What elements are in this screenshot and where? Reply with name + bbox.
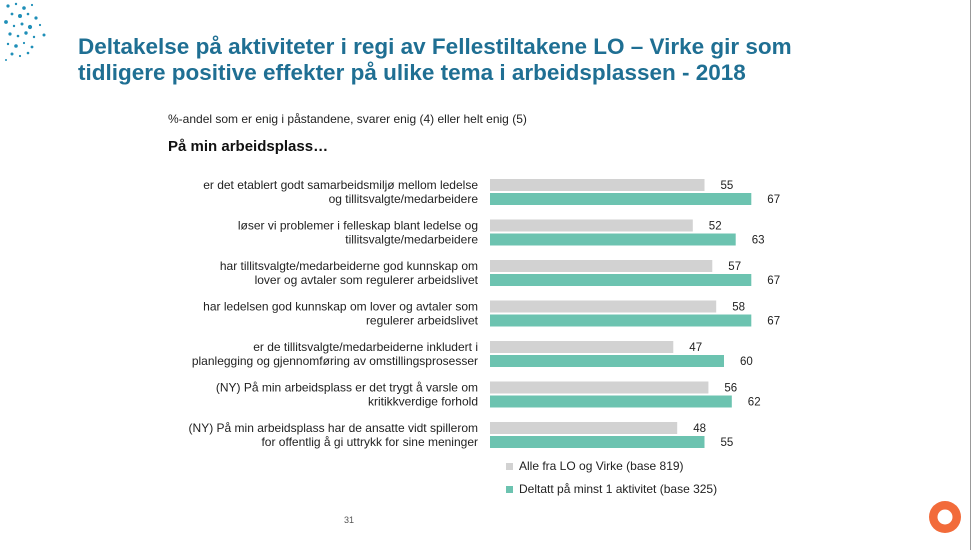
data-label: 55 xyxy=(721,437,734,449)
data-label: 67 xyxy=(767,275,780,287)
bar xyxy=(490,300,717,313)
brand-ring-logo xyxy=(929,501,961,533)
category-label: har ledelsen god kunnskap om lover og av… xyxy=(203,300,478,328)
category-label-line: har ledelsen god kunnskap om lover og av… xyxy=(203,300,478,314)
bar xyxy=(490,395,732,408)
category-label-line: (NY) På min arbeidsplass har de ansatte … xyxy=(189,421,478,435)
data-label: 63 xyxy=(752,235,765,247)
page-title: Deltakelse på aktiviteter i regi av Fell… xyxy=(78,34,938,86)
bar xyxy=(490,233,736,246)
bar xyxy=(490,355,724,367)
group-heading: På min arbeidsplass… xyxy=(168,138,329,155)
data-label: 47 xyxy=(689,342,702,354)
bar xyxy=(490,436,705,448)
bar xyxy=(490,179,705,191)
category-label: er det etablert godt samarbeidsmiljø mel… xyxy=(203,178,478,206)
bar xyxy=(490,219,693,232)
category-label-line: (NY) På min arbeidsplass er det trygt å … xyxy=(216,381,478,395)
legend-label: Alle fra LO og Virke (base 819) xyxy=(519,459,684,473)
data-label: 52 xyxy=(709,221,722,233)
category-label: (NY) På min arbeidsplass har de ansatte … xyxy=(189,421,478,449)
legend-swatch xyxy=(506,486,513,493)
bar xyxy=(490,422,678,434)
slide-edge-divider xyxy=(970,0,971,550)
category-label-line: kritikkverdige forhold xyxy=(368,395,478,409)
category-label-line: er de tillitsvalgte/medarbeiderne inklud… xyxy=(253,340,478,354)
bar xyxy=(490,341,674,353)
data-label: 60 xyxy=(740,356,753,368)
bar xyxy=(490,381,709,394)
legend-swatch xyxy=(506,463,513,470)
legend-label: Deltatt på minst 1 aktivitet (base 325) xyxy=(519,482,717,496)
page-title-line-2: tidligere positive effekter på ulike tem… xyxy=(78,60,746,85)
bar xyxy=(490,193,752,205)
data-label: 56 xyxy=(724,383,737,395)
data-label: 62 xyxy=(748,397,761,409)
category-label-line: har tillitsvalgte/medarbeiderne god kunn… xyxy=(220,259,478,273)
category-label-line: løser vi problemer i felleskap blant led… xyxy=(238,219,478,233)
page-number: 31 xyxy=(344,515,355,525)
data-label: 58 xyxy=(732,302,745,314)
data-label: 67 xyxy=(767,316,780,328)
data-label: 67 xyxy=(767,194,780,206)
data-label: 48 xyxy=(693,423,706,435)
page-title-line-1: Deltakelse på aktiviteter i regi av Fell… xyxy=(78,34,792,59)
category-label: (NY) På min arbeidsplass er det trygt å … xyxy=(216,381,478,409)
decorative-dots-logo xyxy=(4,2,46,61)
category-label-line: er det etablert godt samarbeidsmiljø mel… xyxy=(203,178,478,192)
category-label-line: lover og avtaler som regulerer arbeidsli… xyxy=(255,273,479,287)
category-label-line: for offentlig å gi uttrykk for sine meni… xyxy=(261,435,478,449)
category-label-line: regulerer arbeidslivet xyxy=(366,314,479,328)
category-label: løser vi problemer i felleskap blant led… xyxy=(238,219,478,247)
data-label: 57 xyxy=(728,261,741,273)
category-label-line: tillitsvalgte/medarbeidere xyxy=(345,233,478,247)
data-label: 55 xyxy=(721,180,734,192)
category-label: er de tillitsvalgte/medarbeiderne inklud… xyxy=(192,340,478,368)
category-label-line: planlegging og gjennomføring av omstilli… xyxy=(192,354,478,368)
bar xyxy=(490,260,713,272)
category-label: har tillitsvalgte/medarbeiderne god kunn… xyxy=(220,259,479,287)
bar xyxy=(490,314,752,327)
chart-subtitle: %-andel som er enig i påstandene, svarer… xyxy=(168,112,527,126)
category-label-line: og tillitsvalgte/medarbeidere xyxy=(329,192,479,206)
bar xyxy=(490,274,752,286)
